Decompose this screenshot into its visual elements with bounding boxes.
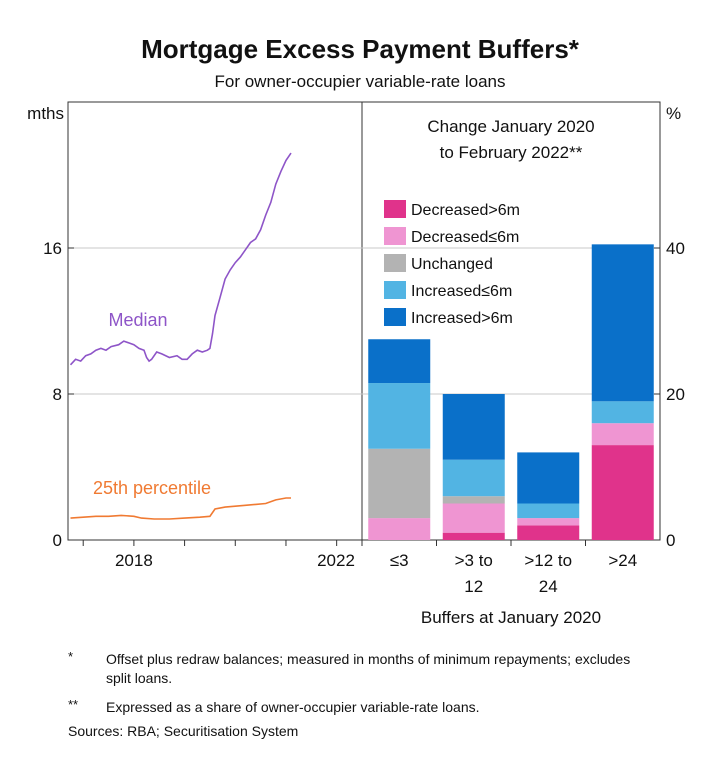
bar-segment [517, 503, 580, 519]
footnote-mark: * [68, 649, 74, 664]
bar-segment [442, 459, 505, 497]
bar-segment [368, 383, 431, 449]
x-tick-label-left: 2022 [317, 551, 355, 570]
bar-segment [517, 518, 580, 526]
chart-subtitle: For owner-occupier variable-rate loans [214, 72, 506, 91]
legend-label: Decreased≤6m [411, 229, 519, 246]
x-tick-label-right: 12 [464, 577, 483, 596]
y-tick-label-right: 20 [666, 385, 685, 404]
bar-segment [591, 401, 654, 424]
x-tick-label-right: >12 to [524, 551, 572, 570]
bar-segment [517, 525, 580, 540]
footnote-mark: ** [68, 697, 79, 712]
series-line-p25 [70, 497, 291, 520]
y-tick-label-right: 40 [666, 239, 685, 258]
y-tick-label-left: 16 [43, 239, 62, 258]
panel-title: Change January 2020 [427, 117, 594, 136]
sources: Sources: RBA; Securitisation System [68, 723, 299, 739]
y-tick-label-left: 0 [53, 531, 62, 550]
legend-label: Increased>6m [411, 310, 513, 327]
legend-swatch [384, 227, 406, 245]
legend-label: Unchanged [411, 256, 493, 273]
bar-segment [591, 244, 654, 402]
series-label-p25: 25th percentile [93, 478, 211, 498]
y-axis-label-right: % [666, 104, 681, 123]
x-tick-label-right: >3 to [455, 551, 493, 570]
bar-segment [517, 452, 580, 504]
legend-label: Increased≤6m [411, 283, 512, 300]
bar-segment [442, 394, 505, 460]
bar-segment [368, 339, 431, 384]
y-tick-label-left: 8 [53, 385, 62, 404]
chart-title: Mortgage Excess Payment Buffers* [141, 34, 579, 64]
x-tick-label-right: 24 [539, 577, 558, 596]
series-line-median [69, 152, 292, 366]
y-tick-label-right: 0 [666, 531, 675, 550]
x-tick-label-right: >24 [608, 551, 637, 570]
legend-label: Decreased>6m [411, 202, 520, 219]
bar-segment [591, 445, 654, 540]
footnote-text: Expressed as a share of owner-occupier v… [106, 699, 480, 715]
legend-swatch [384, 254, 406, 272]
x-axis-label-right: Buffers at January 2020 [421, 608, 601, 627]
x-tick-label-left: 2018 [115, 551, 153, 570]
x-tick-label-right: ≤3 [390, 551, 409, 570]
panel-title: to February 2022** [440, 143, 583, 162]
bar-segment [368, 518, 431, 540]
plot-frame [67, 101, 661, 541]
bar-segment [591, 423, 654, 446]
series-label-median: Median [108, 310, 167, 330]
bar-segment [442, 503, 505, 533]
bar-segment [368, 448, 431, 519]
legend-swatch [384, 308, 406, 326]
legend-swatch [384, 200, 406, 218]
footnote-text: Offset plus redraw balances; measured in… [106, 651, 631, 686]
bar-segment [442, 532, 505, 540]
bar-segment [442, 496, 505, 504]
y-axis-label-left: mths [27, 104, 64, 123]
legend-swatch [384, 281, 406, 299]
